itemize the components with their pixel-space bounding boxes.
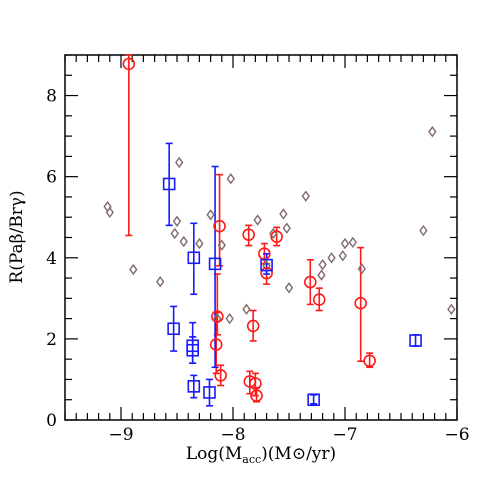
- red-circle-point: [250, 389, 263, 402]
- blue-square-point: [186, 343, 199, 357]
- gray-diamond-point: [175, 156, 184, 169]
- gray-diamond-point: [348, 236, 358, 249]
- blue-error-bar: [190, 222, 198, 296]
- blue-error-bar: [190, 374, 198, 399]
- red-error-bar: [306, 259, 314, 306]
- gray-diamond-point: [129, 263, 138, 276]
- gray-diamond-point: [206, 209, 215, 221]
- blue-square-point: [167, 322, 180, 336]
- red-circle-point: [246, 319, 260, 333]
- blue-square-point: [187, 251, 201, 265]
- gray-diamond-point: [213, 312, 222, 325]
- x-axis-title: Log(Macc)(M⊙/yr): [186, 444, 336, 466]
- red-circle-point: [312, 293, 326, 306]
- gray-diamond-point: [156, 276, 165, 288]
- x-axis-title-rest: )(M⊙/yr): [261, 444, 336, 464]
- red-circle-point: [270, 230, 283, 243]
- gray-diamond-point: [195, 237, 204, 250]
- red-circle-point: [213, 219, 226, 233]
- x-tick-label: −9: [108, 425, 133, 445]
- red-circle-point: [211, 310, 224, 323]
- gray-diamond-point: [179, 235, 188, 248]
- y-tick-label: 2: [46, 330, 57, 350]
- red-error-bar: [217, 364, 225, 387]
- red-circle-point: [122, 57, 136, 71]
- blue-square-point: [208, 257, 222, 271]
- blue-square-point: [409, 334, 422, 347]
- gray-diamond-point: [253, 214, 262, 226]
- blue-square-point: [187, 380, 201, 393]
- gray-diamond-point: [226, 173, 235, 185]
- red-circle-point: [354, 296, 367, 310]
- blue-square-point: [203, 386, 216, 399]
- gray-diamond-point: [340, 237, 350, 250]
- x-tick-label: −7: [332, 425, 357, 445]
- gray-diamond-point: [105, 206, 114, 219]
- red-circle-point: [214, 369, 227, 382]
- blue-error-bar: [165, 142, 173, 227]
- red-error-bar: [249, 309, 257, 342]
- tick-labels: −9 −8 −7 −6 0 2 4 6 8: [46, 87, 469, 445]
- blue-square-point: [162, 177, 176, 191]
- gray-diamond-point: [327, 252, 336, 264]
- blue-square-point: [307, 393, 320, 407]
- gray-diamond-point: [170, 227, 179, 240]
- blue-error-bar: [211, 165, 219, 369]
- blue-error-bar: [170, 305, 178, 352]
- axis-ticks: [64, 54, 458, 421]
- x-tick-label: −6: [444, 425, 469, 445]
- red-error-bar: [125, 54, 133, 237]
- red-circle-point: [303, 275, 317, 289]
- gray-diamond-point: [447, 303, 456, 315]
- red-circle-point: [363, 354, 376, 368]
- gray-diamond-point: [172, 215, 182, 227]
- blue-error-bar: [189, 336, 197, 365]
- y-axis-title: R(Paβ/Brγ): [7, 190, 27, 283]
- gray-diamond-point: [301, 190, 310, 202]
- blue-error-bar: [412, 334, 420, 347]
- blue-error-bar: [310, 394, 318, 405]
- gray-diamond-point: [284, 282, 294, 294]
- red-circle-point: [249, 377, 262, 390]
- blue-square-point: [260, 258, 273, 272]
- y-tick-label: 4: [46, 249, 57, 269]
- gray-diamond-point: [225, 312, 234, 325]
- red-error-bar: [315, 287, 323, 312]
- red-error-bar: [251, 372, 259, 397]
- red-circle-point: [260, 266, 273, 280]
- gray-diamond-point: [279, 208, 288, 220]
- x-axis-title-subscript: acc: [242, 453, 261, 466]
- gray-diamond-point: [338, 250, 347, 262]
- gray-diamond-point: [282, 222, 291, 234]
- gray-diamond-point: [217, 239, 226, 251]
- gray-diamond-point: [318, 258, 327, 271]
- red-circle-point: [243, 375, 257, 388]
- gray-diamond-point: [317, 269, 326, 281]
- y-tick-label: 0: [46, 411, 57, 431]
- gray-diamond-point: [419, 224, 428, 237]
- gray-diamond-point: [357, 263, 366, 275]
- x-tick-label: −8: [220, 425, 245, 445]
- data-markers: [103, 57, 456, 407]
- y-tick-label: 6: [46, 168, 57, 188]
- gray-diamond-point: [428, 125, 437, 138]
- blue-error-bar: [205, 378, 213, 407]
- red-circle-point: [209, 338, 223, 351]
- gray-diamond-point: [242, 303, 251, 315]
- plot-frame: [64, 54, 458, 421]
- red-circle-point: [242, 228, 255, 241]
- y-tick-label: 8: [46, 87, 57, 107]
